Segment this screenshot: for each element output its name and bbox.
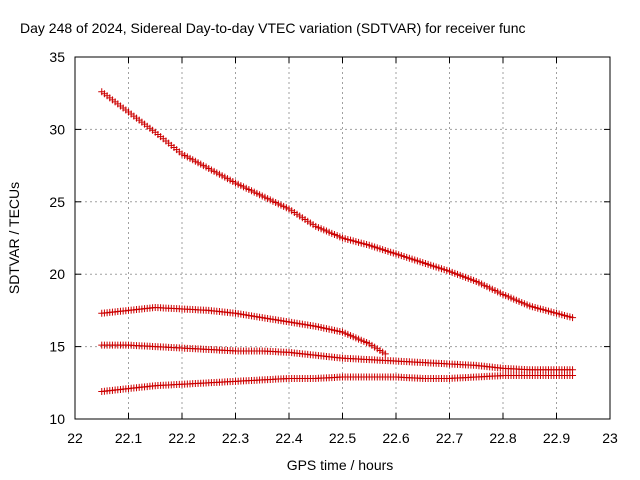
x-tick-label: 22.2: [168, 430, 195, 446]
chart-title: Day 248 of 2024, Sidereal Day-to-day VTE…: [20, 20, 526, 36]
data-point: [569, 372, 577, 380]
y-tick-label: 25: [49, 194, 65, 210]
y-tick-label: 30: [49, 121, 65, 137]
x-axis-label: GPS time / hours: [287, 457, 394, 473]
series-3: [98, 341, 577, 374]
y-axis-label: SDTVAR / TECUs: [6, 182, 22, 294]
x-tick-label: 22.4: [275, 430, 302, 446]
x-tick-label: 22.8: [489, 430, 516, 446]
series-4: [98, 372, 577, 395]
data-point: [569, 314, 577, 322]
data-marks: [98, 88, 577, 395]
axis-ticks: 22 22.1 22.2 22.3 22.4 22.5 22.6 22.7 22.8 22.9 23…: [49, 49, 618, 446]
y-tick-label: 10: [49, 411, 65, 427]
series-2: [98, 304, 389, 358]
y-tick-label: 15: [49, 339, 65, 355]
y-tick-label: 20: [49, 266, 65, 282]
x-tick-label: 22.1: [115, 430, 142, 446]
x-tick-label: 22.3: [222, 430, 249, 446]
x-tick-label: 22.9: [543, 430, 570, 446]
x-tick-label: 22.6: [382, 430, 409, 446]
x-tick-label: 23: [602, 430, 618, 446]
data-point: [381, 350, 389, 358]
x-tick-label: 22.7: [436, 430, 463, 446]
x-tick-label: 22: [67, 430, 83, 446]
series-1: [98, 88, 577, 322]
y-tick-label: 35: [49, 49, 65, 65]
x-tick-label: 22.5: [329, 430, 356, 446]
